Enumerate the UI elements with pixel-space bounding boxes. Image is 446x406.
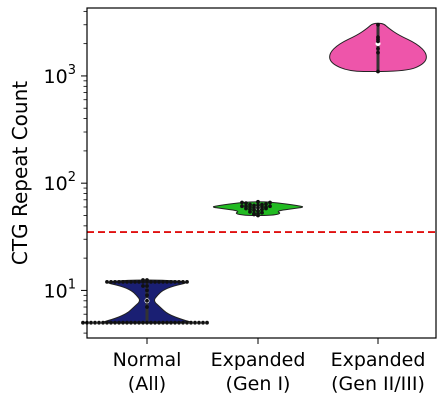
data-point bbox=[256, 211, 260, 216]
data-point bbox=[105, 280, 109, 284]
data-point bbox=[248, 202, 252, 207]
data-point bbox=[145, 293, 149, 298]
violin-3 bbox=[329, 22, 427, 74]
data-point bbox=[260, 210, 264, 215]
data-point bbox=[149, 280, 153, 284]
data-point bbox=[376, 46, 380, 51]
data-point bbox=[141, 284, 145, 288]
data-point bbox=[376, 22, 380, 27]
data-point bbox=[133, 280, 137, 284]
data-point bbox=[113, 320, 117, 325]
data-point bbox=[252, 211, 256, 216]
data-point bbox=[256, 199, 260, 204]
data-point bbox=[145, 284, 149, 288]
data-point bbox=[89, 320, 93, 325]
data-point bbox=[137, 280, 141, 284]
violin-1 bbox=[81, 278, 209, 325]
data-point bbox=[185, 280, 189, 284]
plot-frame bbox=[86, 7, 437, 339]
data-point bbox=[189, 320, 193, 325]
data-point bbox=[141, 278, 145, 282]
data-point bbox=[153, 280, 157, 284]
data-point bbox=[268, 200, 272, 205]
data-point bbox=[129, 280, 133, 284]
data-point bbox=[121, 280, 125, 284]
y-tick-label: 102 bbox=[44, 170, 76, 195]
data-point bbox=[169, 320, 173, 325]
data-point bbox=[240, 200, 244, 205]
data-point bbox=[165, 280, 169, 284]
data-point bbox=[145, 278, 149, 282]
data-point bbox=[173, 280, 177, 284]
data-point bbox=[169, 280, 173, 284]
x-tick-label: Expanded bbox=[331, 349, 426, 371]
y-tick-label: 103 bbox=[44, 63, 76, 88]
data-point bbox=[161, 280, 165, 284]
data-point bbox=[125, 320, 129, 325]
data-point bbox=[252, 203, 256, 208]
data-point bbox=[145, 305, 149, 309]
data-point bbox=[161, 320, 165, 325]
data-point bbox=[244, 201, 248, 206]
data-point bbox=[264, 202, 268, 206]
y-axis: 101 102 103 bbox=[44, 10, 87, 334]
data-point bbox=[201, 320, 205, 325]
x-tick-label: (Gen I) bbox=[226, 373, 291, 395]
data-point bbox=[177, 280, 181, 284]
data-point bbox=[185, 320, 189, 325]
data-point bbox=[145, 298, 149, 303]
data-point bbox=[376, 69, 380, 74]
data-point bbox=[256, 209, 260, 213]
data-point bbox=[117, 320, 121, 325]
x-tick-label: Expanded bbox=[211, 349, 306, 371]
data-point bbox=[101, 320, 105, 325]
data-point bbox=[117, 280, 121, 284]
data-point bbox=[376, 35, 380, 39]
data-point bbox=[121, 320, 125, 325]
data-point bbox=[181, 320, 185, 325]
data-point bbox=[165, 320, 169, 325]
data-point bbox=[177, 320, 181, 325]
data-point bbox=[145, 288, 149, 293]
data-point bbox=[133, 320, 137, 325]
data-point bbox=[93, 320, 97, 325]
data-point bbox=[137, 320, 141, 325]
data-point bbox=[193, 320, 197, 325]
data-point bbox=[157, 280, 161, 284]
data-point bbox=[256, 203, 260, 208]
data-point bbox=[240, 204, 244, 209]
data-point bbox=[173, 320, 177, 325]
data-point bbox=[141, 320, 145, 325]
data-point bbox=[125, 280, 129, 284]
data-point bbox=[264, 205, 268, 209]
x-tick-label: (Gen II/III) bbox=[331, 373, 425, 395]
data-point bbox=[113, 280, 117, 284]
data-point bbox=[157, 320, 161, 325]
violins-layer bbox=[81, 22, 427, 325]
data-point bbox=[109, 280, 113, 284]
x-axis: Normal(All)Expanded(Gen I)Expanded(Gen I… bbox=[113, 338, 426, 395]
data-point bbox=[153, 320, 157, 325]
data-point bbox=[268, 204, 272, 209]
y-tick-label: 101 bbox=[44, 277, 76, 302]
data-point bbox=[81, 320, 85, 325]
data-point bbox=[181, 280, 185, 284]
data-point bbox=[244, 204, 248, 209]
data-point bbox=[149, 320, 153, 325]
y-axis-title: CTG Repeat Count bbox=[8, 81, 32, 265]
data-point bbox=[197, 320, 201, 325]
x-tick-label: (All) bbox=[128, 373, 166, 395]
data-point bbox=[105, 320, 109, 325]
data-point bbox=[109, 320, 113, 325]
data-point bbox=[376, 50, 380, 55]
data-point bbox=[129, 320, 133, 325]
x-tick-label: Normal bbox=[113, 349, 182, 371]
violin-2 bbox=[212, 199, 304, 218]
data-point bbox=[97, 320, 101, 325]
data-point bbox=[260, 202, 264, 207]
data-point bbox=[205, 320, 209, 325]
data-point bbox=[145, 320, 149, 325]
